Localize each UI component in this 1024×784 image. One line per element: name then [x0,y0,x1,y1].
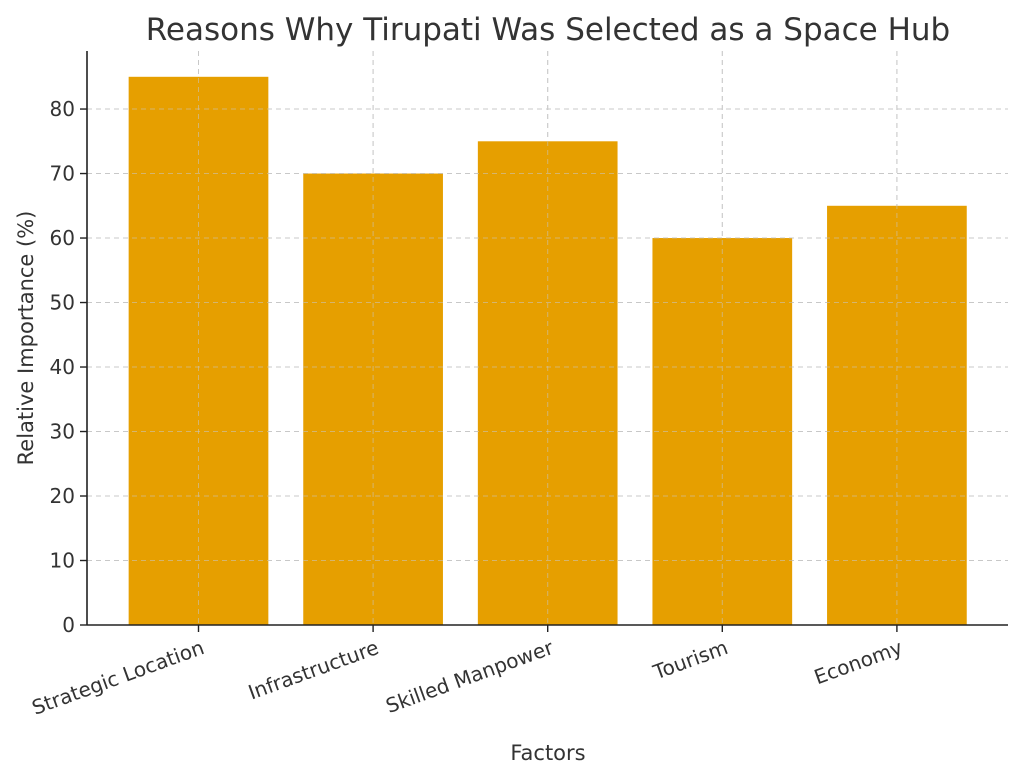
x-tick-label: Tourism [649,635,731,684]
y-tick-label: 10 [50,549,75,573]
x-tick-label: Economy [811,635,906,689]
bar [477,141,618,626]
x-axis-label: Factors [510,741,585,765]
y-tick-label: 20 [50,484,75,508]
x-tick-label: Skilled Manpower [383,635,558,718]
bars [87,51,1008,626]
y-tick-label: 40 [50,355,75,379]
x-tick-label: Infrastructure [245,635,382,704]
y-axis-label: Relative Importance (%) [14,211,38,466]
y-tick-label: 70 [50,162,75,186]
y-tick-label: 30 [50,420,75,444]
y-tick-label: 0 [62,613,75,637]
chart-title: Reasons Why Tirupati Was Selected as a S… [146,12,951,48]
y-tick-label: 60 [50,226,75,250]
y-tick-label: 80 [50,97,75,121]
y-tick-label: 50 [50,291,75,315]
x-tick-label: Strategic Location [29,635,208,720]
x-tick-labels: Strategic Location Infrastructure Skilled … [29,635,906,720]
y-tick-labels: 0 10 20 30 40 50 60 70 80 [50,97,75,637]
axes [80,51,1008,632]
